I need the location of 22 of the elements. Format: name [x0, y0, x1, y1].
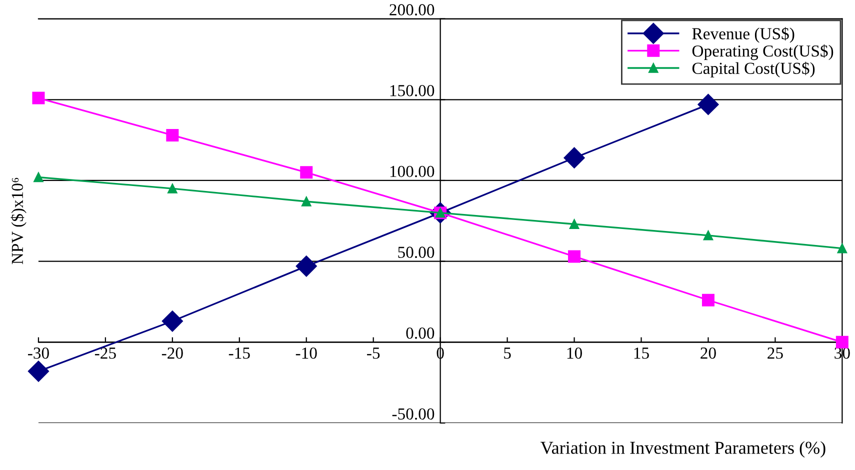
x-tick-label: -25 — [94, 348, 116, 359]
x-tick-label: 25 — [768, 348, 783, 359]
legend-label: Operating Cost(US$) — [692, 44, 834, 60]
y-axis-title: NPV ($)x10⁶ — [10, 178, 26, 264]
x-axis-title: Variation in Investment Parameters (%) — [540, 441, 826, 458]
x-tick-label: -20 — [162, 348, 183, 359]
x-tick-label: 15 — [634, 348, 649, 359]
x-tick-label: -15 — [228, 348, 250, 359]
legend-label: Capital Cost(US$) — [692, 62, 815, 78]
legend-label: Revenue (US$) — [692, 27, 794, 43]
y-tick-label: 50.00 — [398, 246, 434, 258]
y-tick-label: 200.00 — [390, 4, 434, 16]
x-tick-label: 20 — [700, 348, 716, 359]
y-tick-label: -50.00 — [392, 408, 434, 420]
x-tick-label: 10 — [567, 348, 582, 359]
y-tick-label: 150.00 — [390, 85, 434, 96]
y-tick-label: 0.00 — [406, 328, 434, 339]
y-tick-label: 100.00 — [390, 166, 434, 178]
x-tick-label: 5 — [504, 348, 511, 359]
x-tick-label: -30 — [28, 348, 49, 359]
x-tick-label: -10 — [296, 348, 317, 359]
x-tick-label: -5 — [367, 348, 380, 359]
